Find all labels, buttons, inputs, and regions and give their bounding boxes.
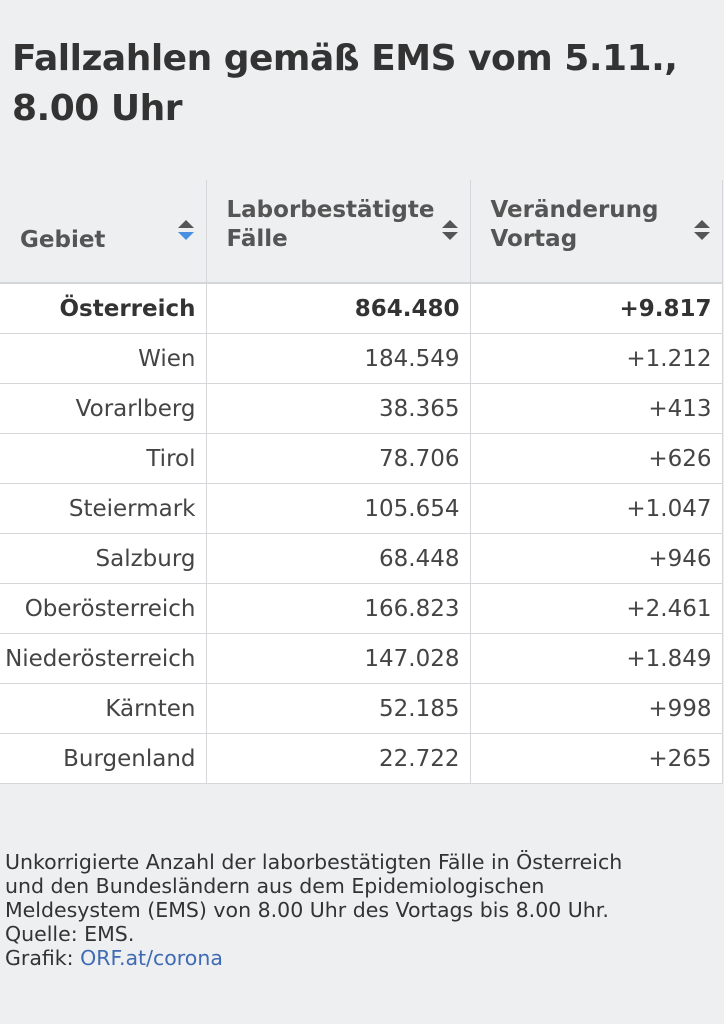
column-header-label: Laborbestätigte Fälle	[226, 197, 435, 252]
column-header-change[interactable]: Veränderung Vortag	[470, 180, 723, 284]
cell-cases: 166.823	[206, 583, 471, 634]
credit-line: Grafik: ORF.at/corona	[5, 946, 720, 970]
cell-cases: 78.706	[206, 433, 471, 484]
column-header-cases[interactable]: Laborbestätigte Fälle	[206, 180, 471, 284]
cell-cases: 184.549	[206, 333, 471, 384]
column-header-label: Gebiet	[20, 227, 106, 253]
cell-region: Wien	[0, 333, 207, 384]
table-row: Wien 184.549 +1.212	[0, 333, 723, 384]
page-title: Fallzahlen gemäß EMS vom 5.11., 8.00 Uhr	[12, 38, 678, 129]
table-row: Kärnten 52.185 +998	[0, 683, 723, 734]
table-row: Tirol 78.706 +626	[0, 433, 723, 484]
cases-table: Gebiet Laborbestätigte Fälle Veränderung…	[0, 180, 723, 784]
cell-change: +998	[470, 683, 723, 734]
cell-region: Oberösterreich	[0, 583, 207, 634]
footnote-line: Meldesystem (EMS) von 8.00 Uhr des Vorta…	[5, 898, 609, 922]
footnote: Unkorrigierte Anzahl der laborbestätigte…	[5, 850, 720, 970]
cell-region: Vorarlberg	[0, 383, 207, 434]
column-header-region[interactable]: Gebiet	[0, 180, 207, 284]
table-row: Steiermark 105.654 +1.047	[0, 483, 723, 534]
cell-change: +946	[470, 533, 723, 584]
footnote-line: Unkorrigierte Anzahl der laborbestätigte…	[5, 850, 623, 874]
cell-change: +1.047	[470, 483, 723, 534]
table-row: Niederösterreich 147.028 +1.849	[0, 633, 723, 684]
footnote-line: Quelle: EMS.	[5, 922, 135, 946]
table-row: Vorarlberg 38.365 +413	[0, 383, 723, 434]
cell-cases: 22.722	[206, 733, 471, 784]
cell-cases: 105.654	[206, 483, 471, 534]
cell-change: +1.849	[470, 633, 723, 684]
table-row: Salzburg 68.448 +946	[0, 533, 723, 584]
cell-cases: 147.028	[206, 633, 471, 684]
cell-change: +2.461	[470, 583, 723, 634]
cell-change: +265	[470, 733, 723, 784]
cell-region: Salzburg	[0, 533, 207, 584]
credit-prefix: Grafik:	[5, 946, 81, 970]
column-header-label: Veränderung Vortag	[490, 197, 659, 252]
data-table-container: Gebiet Laborbestätigte Fälle Veränderung…	[0, 180, 724, 784]
footnote-line: und den Bundesländern aus dem Epidemiolo…	[5, 874, 545, 898]
cell-cases: 38.365	[206, 383, 471, 434]
cell-change: +626	[470, 433, 723, 484]
cell-region: Tirol	[0, 433, 207, 484]
table-body: Österreich 864.480 +9.817 Wien 184.549 +1.212…	[0, 283, 723, 784]
sort-icon[interactable]	[693, 220, 710, 242]
cell-change: +413	[470, 383, 723, 434]
cell-change: +9.817	[470, 283, 723, 334]
cell-region: Steiermark	[0, 483, 207, 534]
table-row: Österreich 864.480 +9.817	[0, 283, 723, 334]
cell-cases: 52.185	[206, 683, 471, 734]
table-row: Burgenland 22.722 +265	[0, 733, 723, 784]
cell-cases: 68.448	[206, 533, 471, 584]
sort-icon[interactable]	[441, 220, 458, 242]
sort-descending-icon[interactable]	[177, 220, 194, 242]
cell-region: Österreich	[0, 283, 207, 334]
cell-region: Kärnten	[0, 683, 207, 734]
cell-region: Niederösterreich	[0, 633, 207, 684]
table-row: Oberösterreich 166.823 +2.461	[0, 583, 723, 634]
credit-link[interactable]: ORF.at/corona	[80, 946, 223, 970]
cell-cases: 864.480	[206, 283, 471, 334]
cell-change: +1.212	[470, 333, 723, 384]
table-header-row: Gebiet Laborbestätigte Fälle Veränderung…	[0, 180, 723, 284]
cell-region: Burgenland	[0, 733, 207, 784]
